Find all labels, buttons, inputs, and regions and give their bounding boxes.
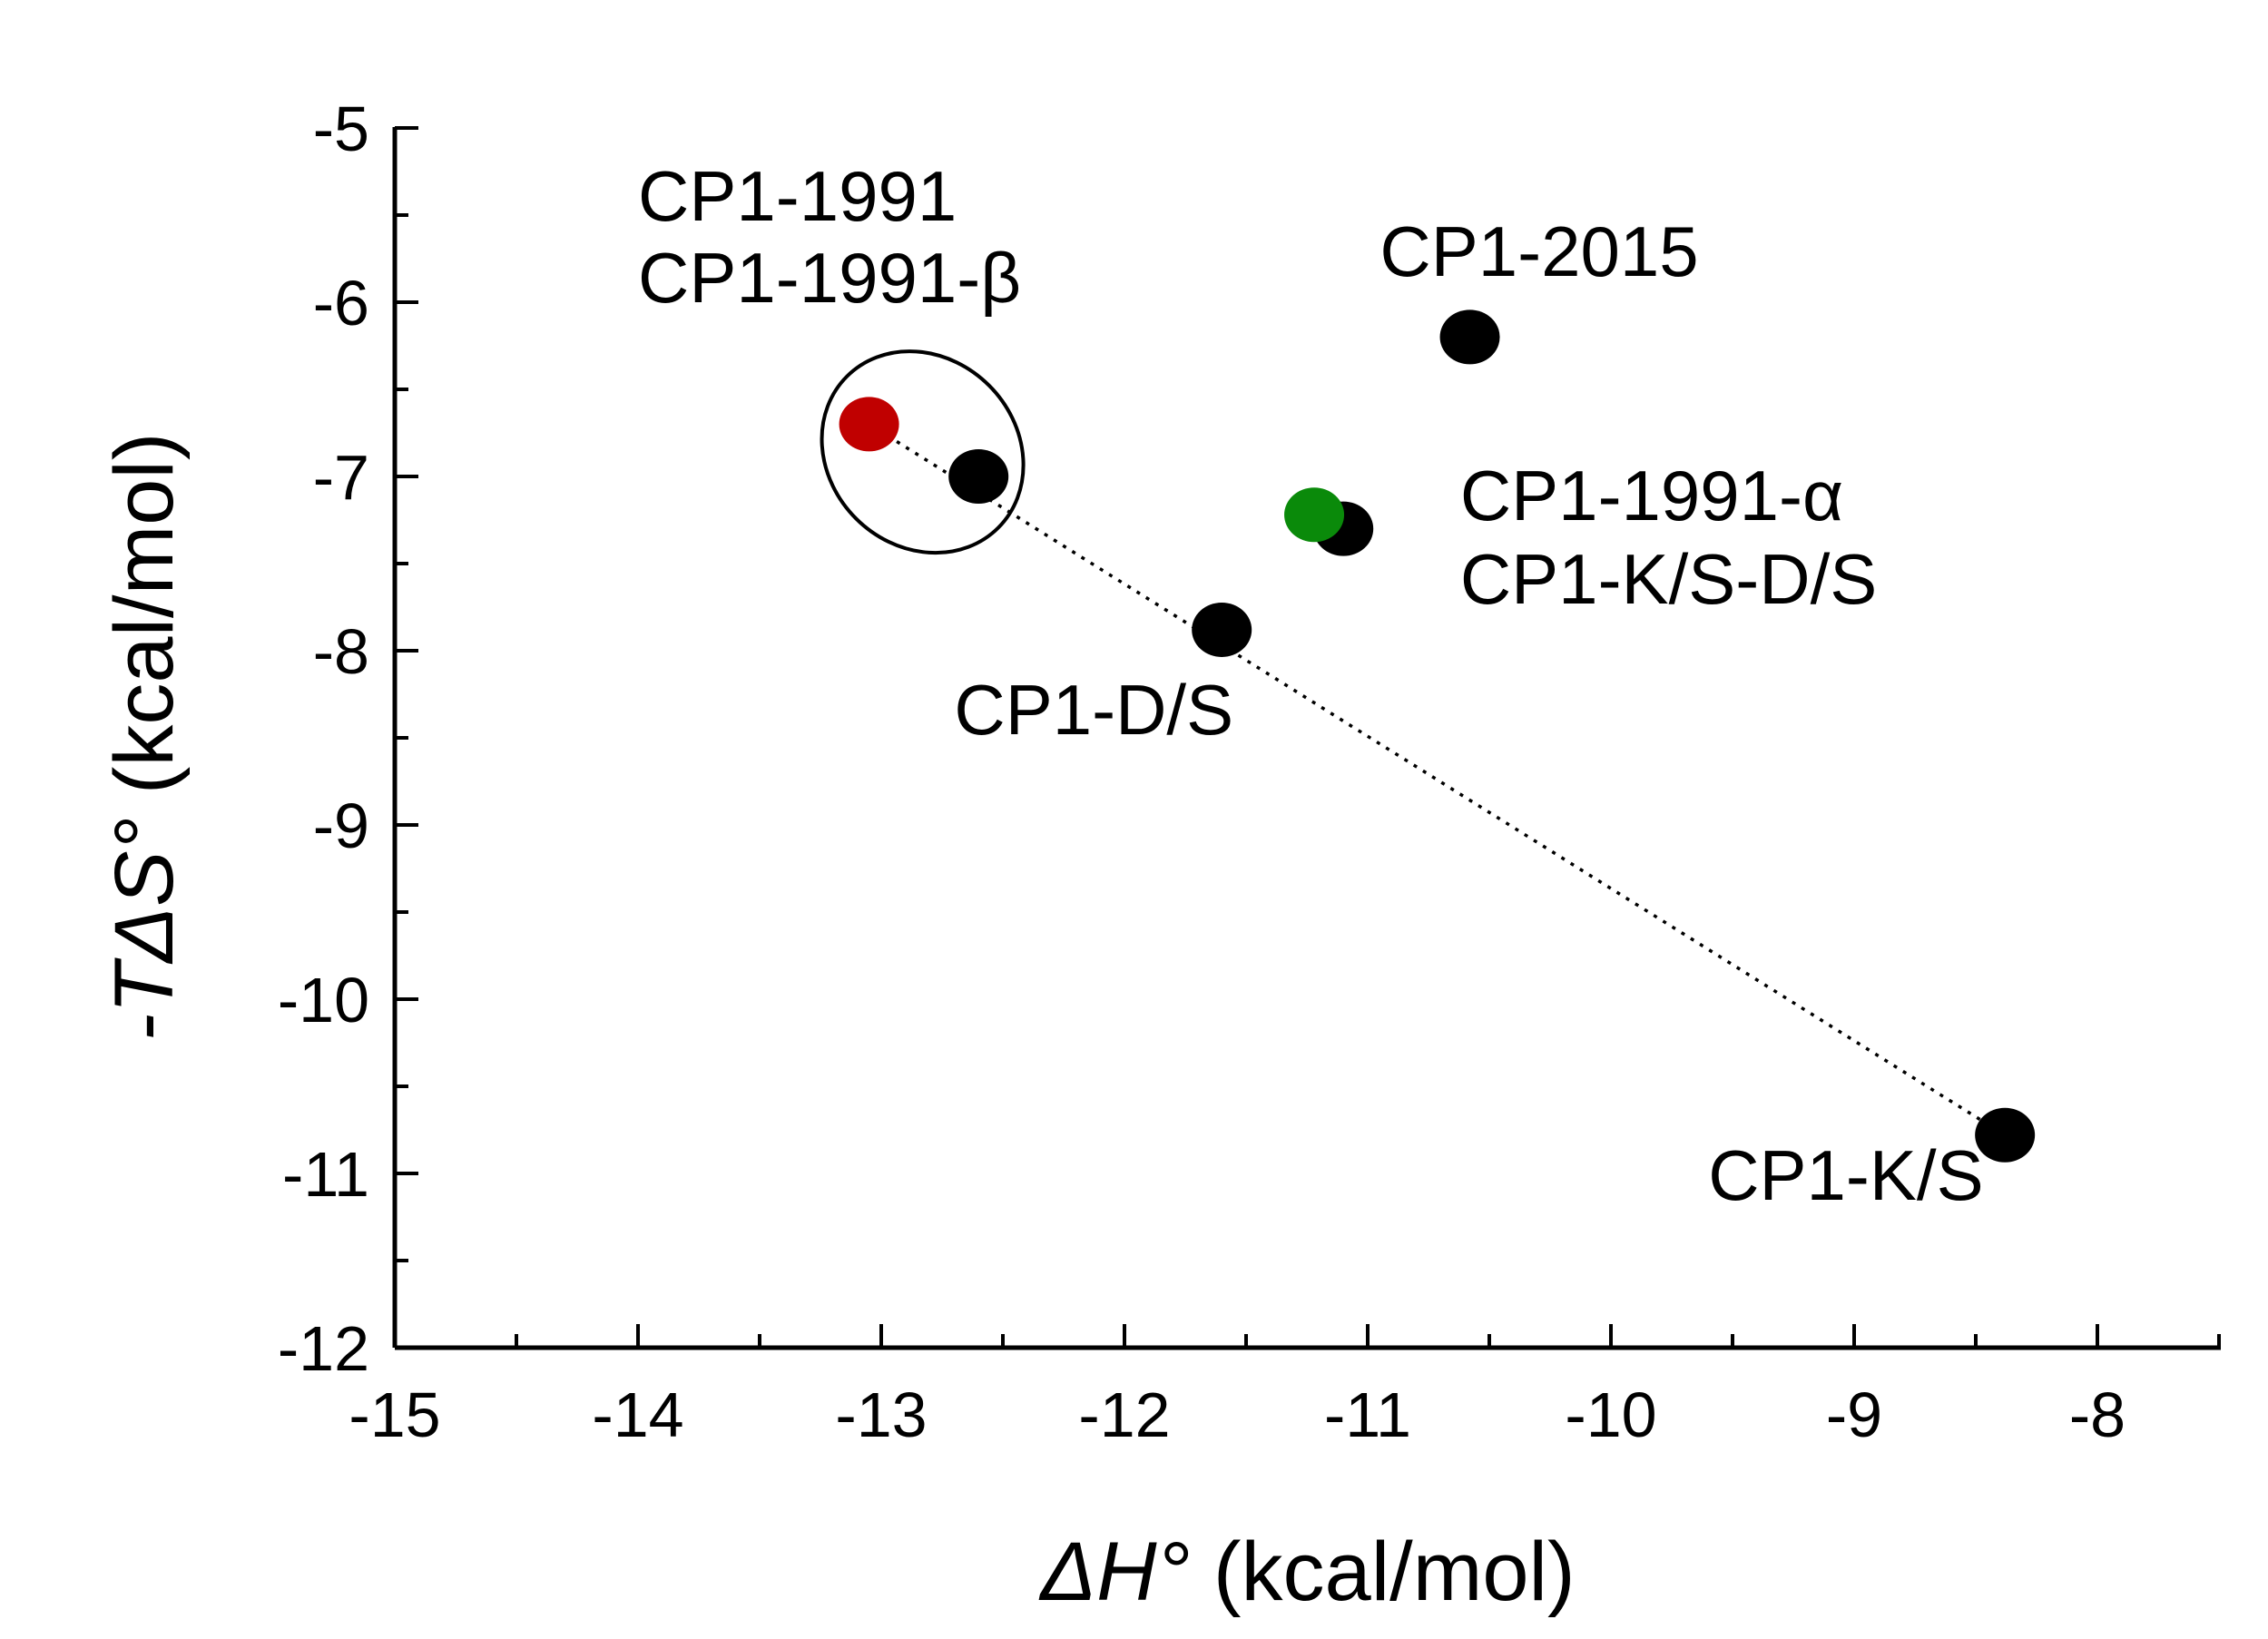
y-tick-label: -8	[313, 616, 369, 687]
y-tick-label: -5	[313, 93, 369, 164]
x-axis-title: ΔH° (kcal/mol)	[1038, 1526, 1575, 1618]
y-tick-label: -6	[313, 268, 369, 339]
label-cp1-2015: CP1-2015	[1379, 211, 1698, 291]
x-axis-unit: (kcal/mol)	[1213, 1526, 1576, 1618]
point-cp1-d-s	[1192, 602, 1252, 657]
x-tick-label: -15	[349, 1379, 440, 1450]
label-cp1-k-s-d-s: CP1-K/S-D/S	[1460, 539, 1877, 619]
group-highlight-ellipse	[820, 349, 1026, 555]
label-cp1-1991: CP1-1991	[638, 156, 957, 236]
y-tick-label: -9	[313, 790, 369, 861]
x-axis-symbol: ΔH°	[1038, 1526, 1190, 1618]
x-tick-label: -12	[1078, 1379, 1170, 1450]
y-tick-label: -10	[278, 965, 369, 1035]
x-tick-label: -8	[2069, 1379, 2126, 1450]
point-cp1-k-s	[1975, 1107, 2036, 1163]
point-cp1-1991	[1284, 487, 1345, 543]
y-tick-label: -11	[282, 1139, 369, 1210]
y-tick-label: -12	[278, 1313, 369, 1384]
x-tick-label: -9	[1826, 1379, 1882, 1450]
label-cp1-d-s: CP1-D/S	[954, 670, 1233, 750]
y-tick-label: -7	[313, 442, 369, 513]
x-tick-label: -14	[592, 1379, 683, 1450]
label-cp1-1991: CP1-1991-β	[638, 238, 1021, 318]
group-highlight-layer	[820, 349, 1026, 555]
y-axis-unit: (kcal/mol)	[98, 433, 191, 795]
data-points	[839, 309, 2036, 1163]
x-tick-label: -13	[835, 1379, 927, 1450]
point-cp1-1991	[948, 449, 1009, 504]
point-cp1-2015	[1439, 309, 1500, 365]
ticks: -15 -14 -13 -12 -11 -10 -9 -8 -12 -11 -10 -9 -8 -7 -6 -…	[278, 93, 2221, 1450]
x-tick-label: -10	[1565, 1379, 1656, 1450]
y-axis-title: -TΔS° (kcal/mol)	[98, 433, 191, 1042]
label-cp1-k-s: CP1-K/S	[1708, 1135, 1983, 1215]
label-cp1-1991: CP1-1991-α	[1460, 456, 1843, 535]
y-axis-symbol: -TΔS°	[98, 818, 191, 1042]
x-tick-label: -11	[1324, 1379, 1411, 1450]
point-cp1-1991	[839, 397, 899, 452]
